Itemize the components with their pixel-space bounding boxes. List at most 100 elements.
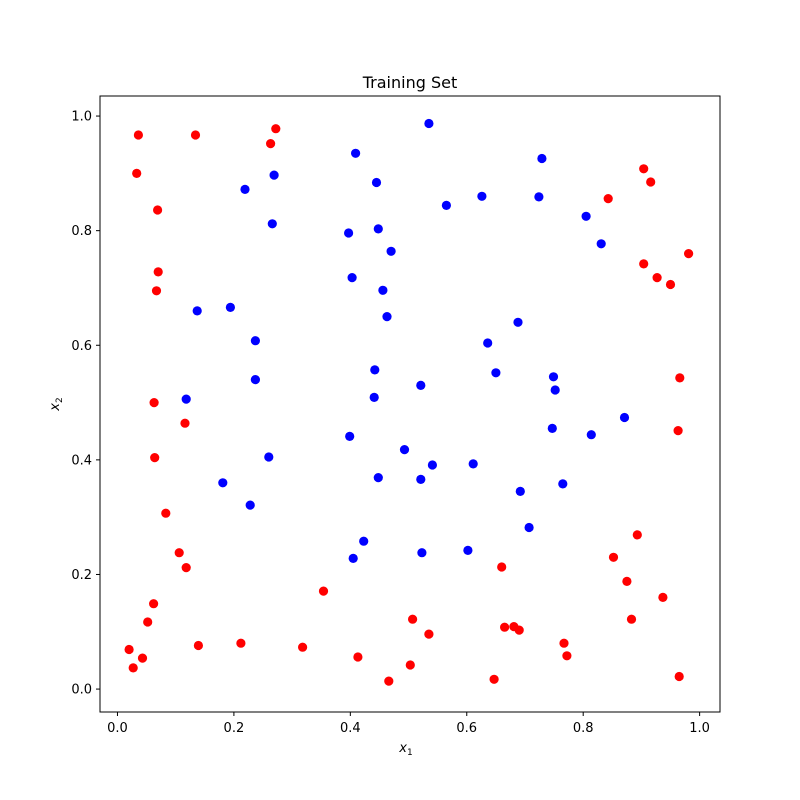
data-point-series-1-41 — [416, 474, 426, 484]
data-point-series-0-24 — [384, 676, 394, 686]
data-point-series-0-43 — [673, 426, 683, 436]
data-point-series-1-25 — [548, 372, 559, 382]
data-point-series-1-16 — [378, 285, 388, 295]
data-point-series-1-46 — [359, 536, 369, 546]
data-point-series-0-41 — [684, 249, 694, 259]
data-point-series-0-15 — [143, 617, 153, 627]
data-point-series-0-13 — [181, 563, 191, 573]
data-point-series-0-14 — [149, 599, 159, 609]
data-point-series-1-18 — [192, 306, 202, 316]
data-point-series-1-7 — [240, 184, 250, 194]
data-point-series-1-23 — [370, 365, 380, 375]
data-point-series-1-26 — [550, 385, 560, 395]
data-point-series-0-4 — [132, 168, 142, 178]
chart-title: Training Set — [362, 73, 458, 92]
data-point-series-0-36 — [639, 164, 649, 174]
data-point-series-1-37 — [427, 460, 437, 470]
data-point-series-1-43 — [515, 486, 525, 496]
data-point-series-0-44 — [608, 552, 619, 562]
data-point-series-1-44 — [245, 500, 255, 510]
data-point-series-1-34 — [345, 431, 355, 441]
data-point-series-1-15 — [347, 273, 357, 283]
x-axis-label-subscript: 1 — [407, 748, 413, 758]
data-point-series-0-30 — [500, 622, 510, 632]
y-axis-ticks: 0.0 0.2 0.4 0.6 0.8 1.0 — [71, 110, 100, 698]
data-point-series-1-40 — [373, 473, 383, 483]
data-point-series-1-48 — [463, 545, 473, 556]
data-point-series-0-19 — [193, 640, 203, 651]
data-point-series-0-16 — [124, 644, 134, 655]
y-tick-label: 0.2 — [71, 568, 92, 583]
data-point-series-0-33 — [559, 638, 569, 648]
data-point-series-1-24 — [491, 368, 501, 378]
data-point-series-1-5 — [477, 191, 487, 201]
data-point-series-0-29 — [497, 562, 507, 572]
data-point-series-1-28 — [416, 380, 426, 390]
data-point-series-1-4 — [441, 200, 451, 210]
x-axis-label: x1 — [398, 741, 412, 758]
data-point-series-0-45 — [632, 530, 642, 540]
y-tick-label: 0.6 — [71, 339, 92, 354]
data-point-series-0-42 — [675, 373, 685, 383]
x-axis-label-base: x — [398, 741, 407, 756]
x-tick-label: 0.2 — [224, 721, 245, 736]
data-point-series-0-25 — [405, 660, 415, 670]
y-axis-label-group: x2 — [48, 397, 65, 411]
y-tick-label: 0.4 — [71, 453, 92, 468]
data-point-series-0-8 — [149, 398, 159, 408]
data-point-series-0-35 — [603, 194, 613, 204]
data-point-series-1-1 — [351, 148, 361, 158]
data-point-series-0-27 — [424, 629, 434, 639]
data-point-series-1-12 — [386, 246, 396, 256]
x-tick-label: 0.8 — [573, 721, 594, 736]
data-point-series-0-22 — [318, 586, 329, 596]
data-point-series-0-1 — [190, 130, 201, 140]
data-point-series-1-39 — [218, 478, 228, 488]
x-tick-label: 0.6 — [456, 721, 477, 736]
x-axis-ticks: 0.0 0.2 0.4 0.6 0.8 1.0 — [107, 712, 710, 736]
data-point-series-1-2 — [371, 177, 382, 188]
data-point-series-0-2 — [271, 124, 281, 134]
data-point-series-0-12 — [174, 548, 184, 558]
data-point-series-1-14 — [596, 239, 606, 249]
data-point-series-0-10 — [150, 453, 160, 463]
data-point-series-0-49 — [674, 671, 684, 682]
data-point-series-0-37 — [646, 177, 656, 187]
x-tick-label: 0.0 — [107, 721, 128, 736]
y-tick-label: 0.0 — [71, 683, 92, 698]
plot-frame — [99, 95, 721, 713]
data-point-series-0-11 — [161, 508, 171, 518]
data-point-series-1-13 — [581, 211, 591, 221]
data-point-series-1-17 — [382, 312, 392, 322]
y-tick-label: 1.0 — [71, 110, 92, 125]
data-point-series-0-6 — [153, 267, 163, 277]
data-point-series-1-3 — [537, 153, 547, 164]
data-point-series-1-21 — [513, 317, 523, 327]
data-point-series-1-32 — [547, 423, 557, 433]
data-point-series-0-20 — [236, 638, 246, 648]
data-point-series-1-10 — [344, 228, 354, 238]
data-point-series-1-47 — [417, 548, 427, 558]
data-point-series-0-3 — [266, 139, 276, 149]
data-point-series-0-34 — [562, 651, 572, 661]
data-point-series-0-0 — [133, 130, 143, 140]
data-point-series-1-11 — [373, 224, 383, 234]
data-point-series-1-8 — [269, 170, 279, 180]
data-point-series-0-48 — [658, 592, 668, 603]
data-point-series-0-39 — [652, 273, 662, 283]
data-point-series-0-9 — [180, 418, 190, 428]
data-point-series-1-9 — [267, 219, 277, 229]
data-point-series-0-23 — [353, 652, 363, 662]
data-point-series-1-33 — [586, 430, 596, 440]
data-point-series-1-38 — [468, 459, 478, 469]
data-point-series-1-49 — [348, 553, 358, 564]
y-axis-label: x2 — [48, 397, 65, 411]
data-point-series-0-47 — [626, 614, 637, 624]
data-point-series-0-28 — [489, 674, 499, 684]
y-axis-label-subscript: 2 — [55, 397, 65, 403]
data-point-series-1-42 — [558, 479, 568, 489]
data-point-series-0-26 — [408, 614, 418, 624]
data-point-series-0-18 — [128, 663, 138, 673]
data-point-series-1-22 — [483, 338, 493, 348]
